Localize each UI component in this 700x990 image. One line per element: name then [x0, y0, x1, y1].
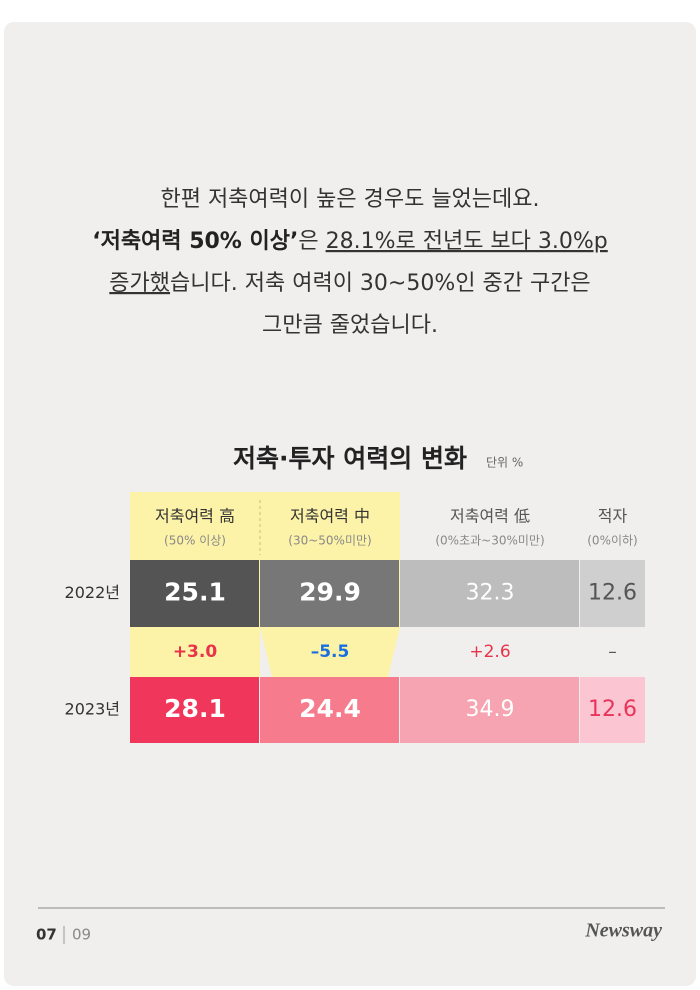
column-label: 저축여력 低 [450, 507, 530, 526]
cell [580, 560, 645, 627]
highlight [260, 627, 400, 677]
cell-value: 12.6 [588, 697, 637, 722]
cell [130, 560, 259, 627]
cell [580, 677, 645, 743]
column-sub: (0%이하) [587, 534, 637, 548]
column-sub: (30~50%미만) [288, 534, 371, 548]
highlight [130, 627, 260, 677]
cell-value: 12.6 [588, 581, 637, 606]
body-line: 한편 저축여력이 높은 경우도 늘었는데요. [160, 187, 539, 212]
column-sub: (50% 이상) [164, 534, 226, 548]
cell-value: 34.9 [466, 697, 515, 722]
cell [260, 677, 399, 743]
column-label: 저축여력 高 [155, 507, 235, 526]
body-text: 습니다. 저축 여력이 30~50%인 중간 구간은 [170, 271, 591, 296]
column-label: 저축여력 中 [290, 507, 370, 526]
cell-value: – [608, 642, 617, 662]
body-line: 그만큼 줄었습니다. [262, 313, 438, 338]
cell-value: –5.5 [311, 642, 350, 662]
cell-value: 29.9 [299, 578, 361, 607]
body-text: 28.1%로 전년도 보다 3.0%p [326, 229, 608, 254]
column-label: 적자 [598, 507, 628, 526]
cell-value: 24.4 [299, 694, 361, 723]
brand: Newsway [584, 920, 662, 942]
cell-value: 32.3 [466, 581, 515, 606]
body-text: 그만큼 줄었습니다. [262, 313, 438, 338]
cell [130, 677, 259, 743]
column-sub: (0%초과~30%미만) [435, 534, 544, 548]
body-text: 증가했 [109, 271, 170, 296]
cell [260, 560, 399, 627]
table-unit: 단위 % [486, 456, 523, 470]
body-text: 은 [298, 229, 325, 254]
cell-value: 28.1 [164, 694, 226, 723]
cell [400, 560, 579, 627]
page-number: 07 [36, 926, 57, 944]
cell [400, 677, 579, 743]
cell-value: +2.6 [469, 642, 510, 662]
body-line: ‘저축여력 50% 이상’은 28.1%로 전년도 보다 3.0%p [92, 229, 608, 254]
cell-value: +3.0 [173, 642, 218, 662]
cell-value: 25.1 [164, 578, 226, 607]
body-text: 한편 저축여력이 높은 경우도 늘었는데요. [160, 187, 539, 212]
row-label: 2022년 [65, 583, 120, 602]
body-line: 증가했습니다. 저축 여력이 30~50%인 중간 구간은 [109, 271, 590, 296]
body-text: ‘저축여력 50% 이상’ [92, 229, 298, 254]
table-title: 저축·투자 여력의 변화 [233, 444, 467, 473]
page-total: 09 [72, 926, 91, 944]
row-label: 2023년 [65, 700, 120, 719]
